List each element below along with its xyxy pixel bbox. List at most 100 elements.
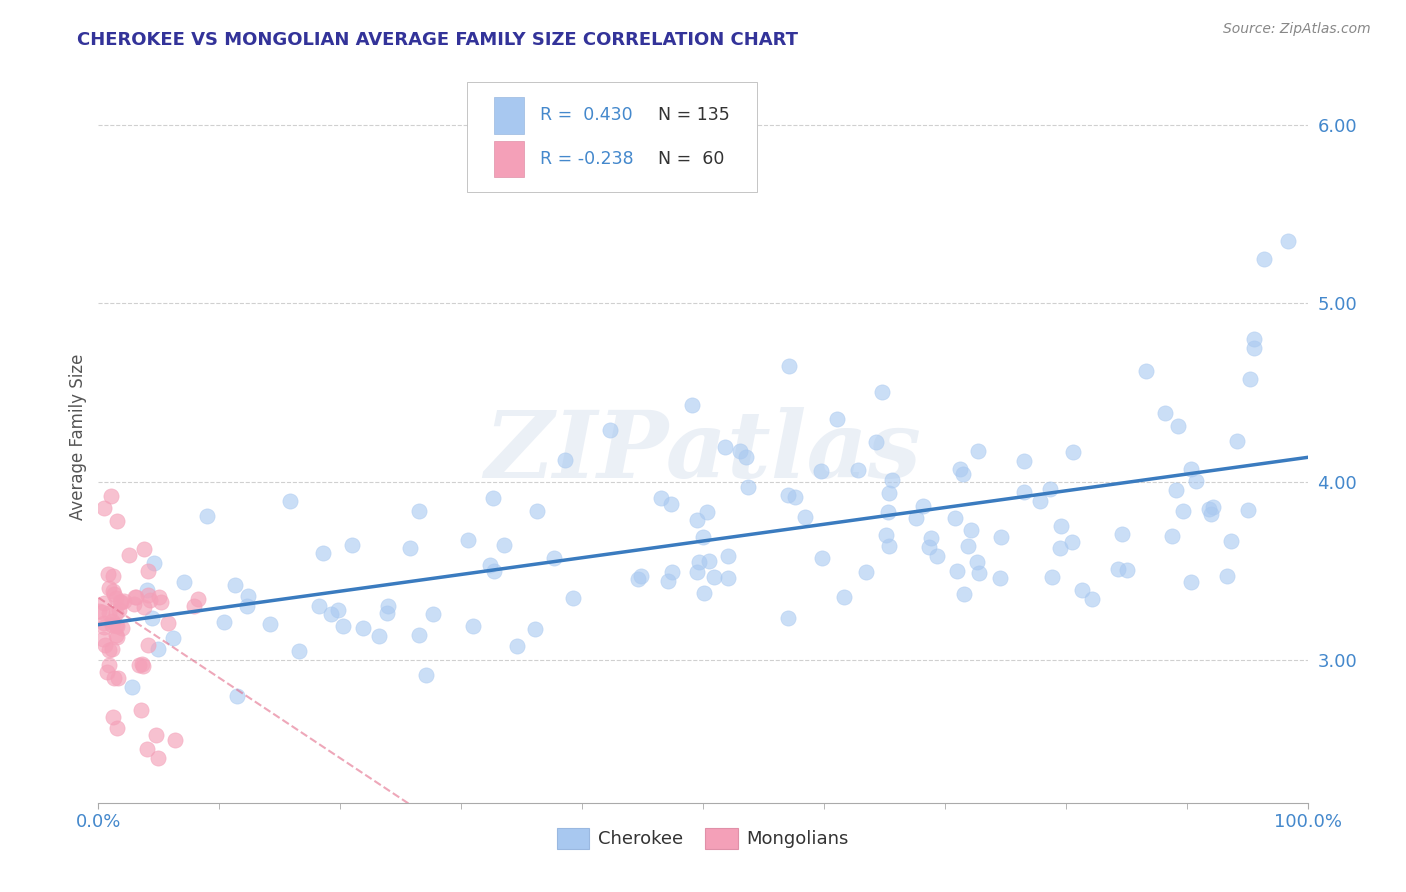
Point <box>1164 483 1187 498</box>
Point <box>1071 582 1094 597</box>
Point <box>1062 444 1084 458</box>
Point <box>543 551 565 566</box>
Point <box>104 628 127 642</box>
Point <box>481 491 503 505</box>
Point <box>1239 371 1261 385</box>
Text: N = 135: N = 135 <box>658 106 730 124</box>
Point <box>561 591 583 605</box>
Point <box>183 599 205 613</box>
Point <box>1167 418 1189 433</box>
Point <box>136 588 159 602</box>
Point <box>135 582 157 597</box>
Point <box>988 571 1011 585</box>
Point <box>1014 454 1036 468</box>
Point <box>827 412 849 426</box>
Point <box>1243 341 1265 355</box>
Point <box>661 565 683 579</box>
Point <box>524 622 547 636</box>
Point <box>681 398 703 412</box>
Text: N =  60: N = 60 <box>658 150 724 168</box>
Legend: Cherokee, Mongolians: Cherokee, Mongolians <box>550 821 856 856</box>
Point <box>1161 529 1184 543</box>
Point <box>630 569 652 583</box>
Point <box>332 619 354 633</box>
Point <box>97 607 120 621</box>
Point <box>692 530 714 544</box>
Point <box>328 603 350 617</box>
Point <box>101 618 124 632</box>
Y-axis label: Average Family Size: Average Family Size <box>69 354 87 520</box>
Point <box>696 505 718 519</box>
Point <box>128 658 150 673</box>
Point <box>686 513 709 527</box>
Point <box>494 537 516 551</box>
Point <box>124 590 146 604</box>
Point <box>96 665 118 679</box>
Point <box>1202 500 1225 515</box>
Point <box>877 486 900 500</box>
Point <box>949 461 972 475</box>
Point <box>98 642 121 657</box>
Point <box>110 595 132 609</box>
Text: Source: ZipAtlas.com: Source: ZipAtlas.com <box>1223 22 1371 37</box>
Point <box>278 494 301 508</box>
Point <box>150 595 173 609</box>
Point <box>124 591 146 605</box>
Point <box>408 504 430 518</box>
Point <box>1171 504 1194 518</box>
Point <box>145 728 167 742</box>
Point <box>108 594 131 608</box>
Point <box>686 566 709 580</box>
Point <box>103 671 125 685</box>
Point <box>482 565 505 579</box>
Point <box>957 540 980 554</box>
Point <box>141 611 163 625</box>
Point <box>1111 527 1133 541</box>
Point <box>100 489 122 503</box>
Point <box>925 549 948 563</box>
Point <box>1116 563 1139 577</box>
Point <box>1050 519 1073 533</box>
Point <box>1049 541 1071 556</box>
Bar <box>494 97 524 134</box>
Point <box>457 533 479 547</box>
Point <box>287 644 309 658</box>
Point <box>905 510 928 524</box>
Point <box>135 742 157 756</box>
Point <box>855 565 877 579</box>
Point <box>960 523 983 537</box>
Point <box>321 607 343 621</box>
Point <box>526 504 548 518</box>
Point <box>103 710 125 724</box>
Point <box>478 558 501 572</box>
Point <box>121 680 143 694</box>
Point <box>1042 570 1064 584</box>
Point <box>697 554 720 568</box>
Point <box>846 463 869 477</box>
Point <box>1081 592 1104 607</box>
Point <box>650 491 672 505</box>
Point <box>865 434 887 449</box>
Point <box>129 703 152 717</box>
Point <box>778 359 800 373</box>
Point <box>308 599 330 613</box>
Point <box>101 642 124 657</box>
Point <box>134 599 156 614</box>
Point <box>399 541 422 555</box>
Text: R = -0.238: R = -0.238 <box>540 150 633 168</box>
Point <box>876 505 898 519</box>
Point <box>966 555 988 569</box>
Point <box>918 540 941 554</box>
Point <box>785 490 807 504</box>
Point <box>599 423 621 437</box>
Point <box>143 556 166 570</box>
Point <box>875 528 897 542</box>
Point <box>870 385 893 400</box>
Point <box>952 467 974 481</box>
Point <box>1135 364 1157 378</box>
Point <box>368 629 391 643</box>
Point <box>657 574 679 588</box>
Point <box>1107 562 1129 576</box>
Point <box>778 611 800 625</box>
Point <box>1198 502 1220 516</box>
